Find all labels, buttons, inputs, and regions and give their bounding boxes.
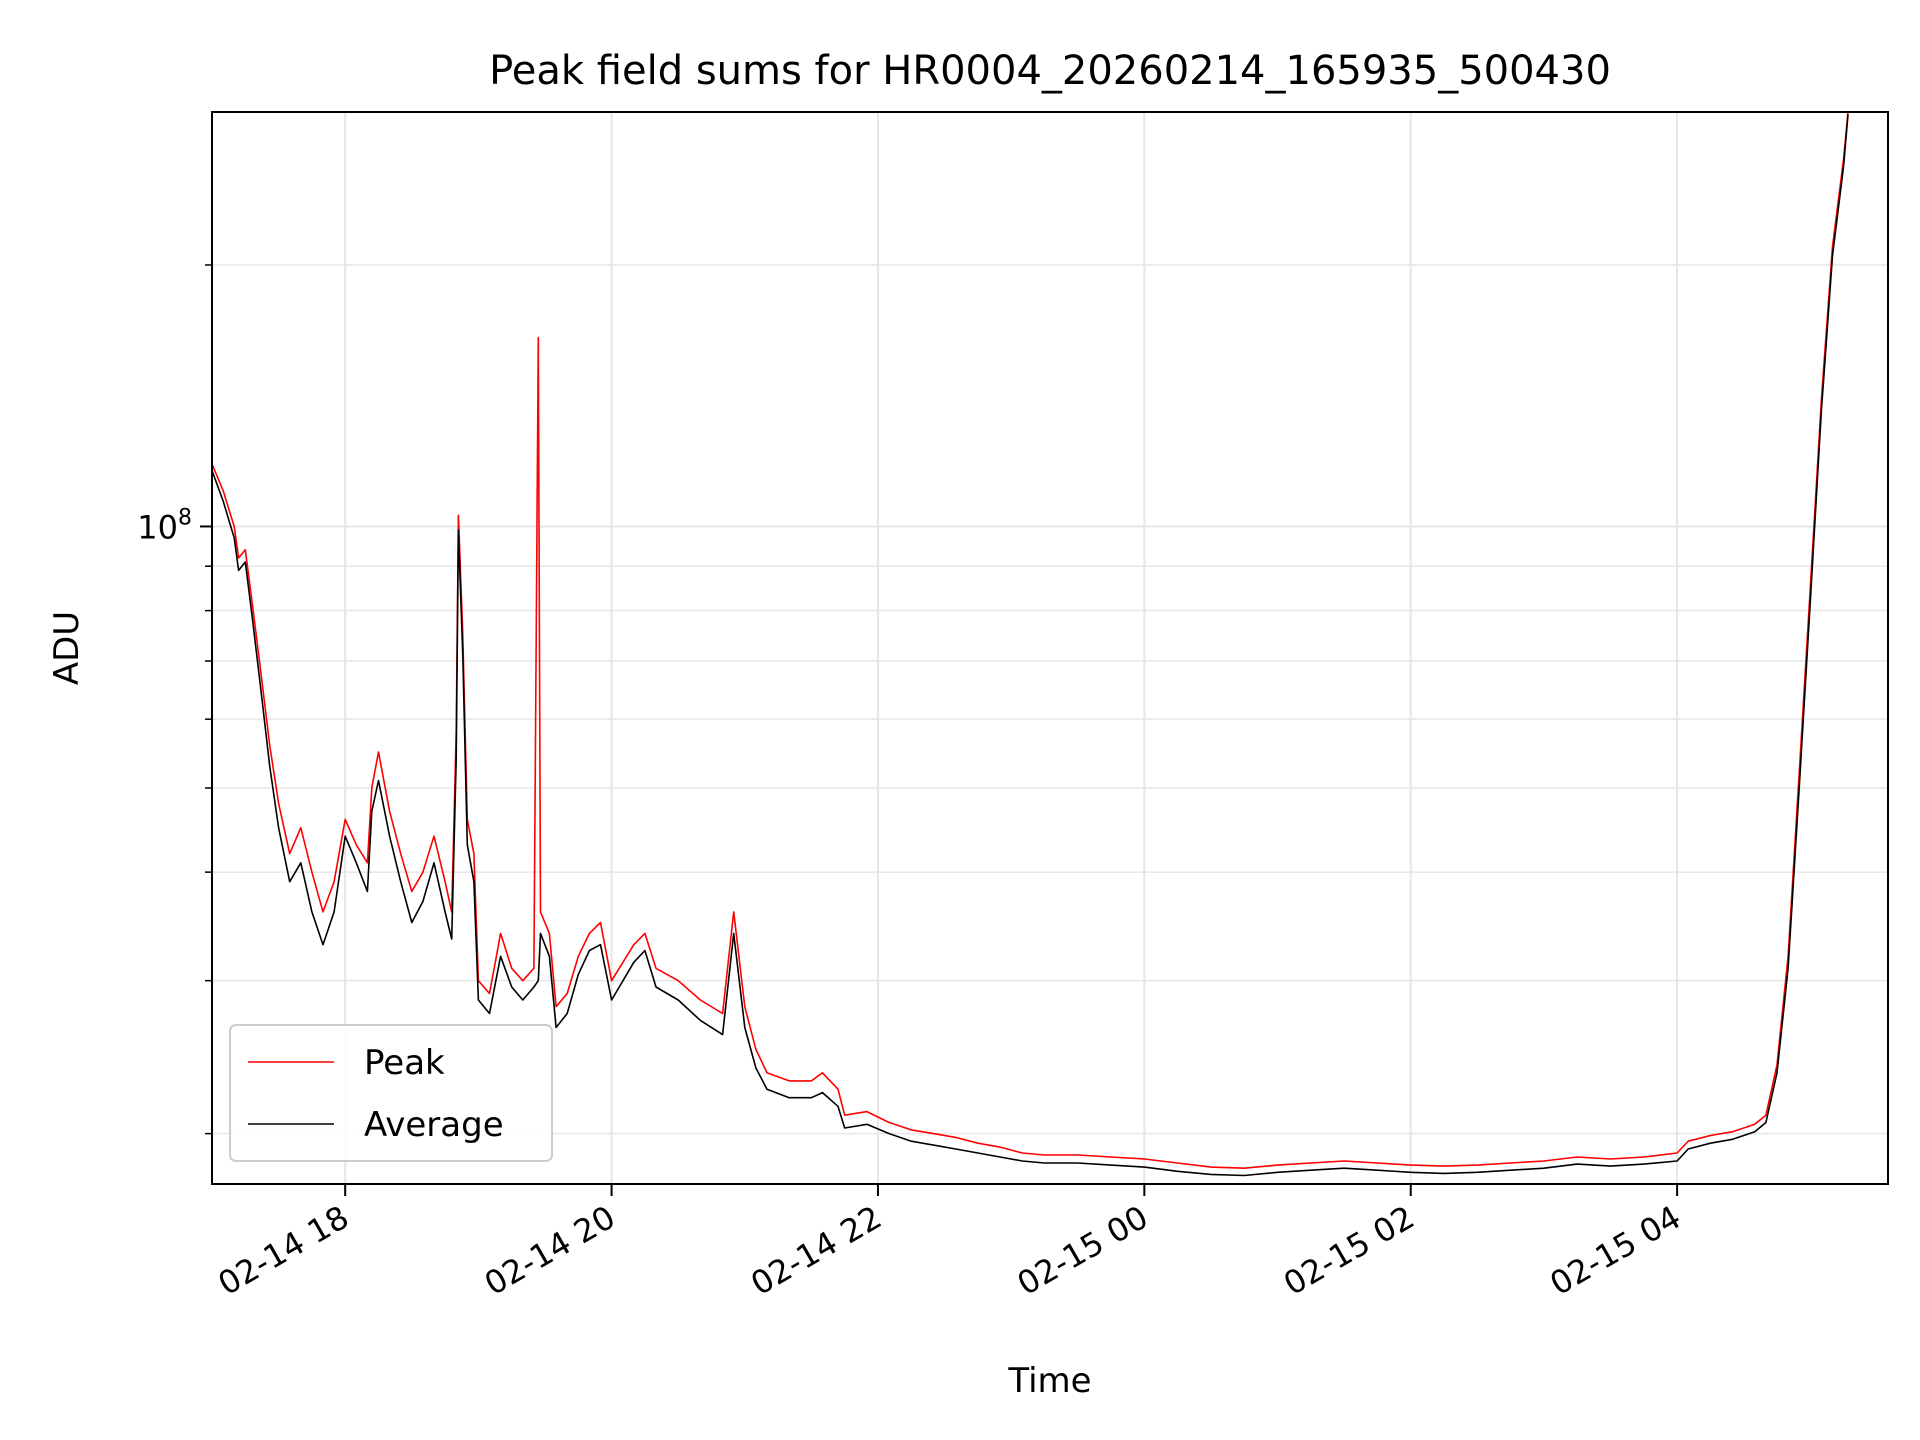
chart-title: Peak field sums for HR0004_20260214_1659… xyxy=(489,48,1611,94)
x-axis-label: Time xyxy=(1007,1361,1091,1401)
legend-label-peak: Peak xyxy=(364,1043,445,1083)
series-line-average xyxy=(212,114,1849,1177)
legend-box xyxy=(229,1024,553,1162)
axes-frame xyxy=(211,111,1889,1185)
legend: Peak Average xyxy=(229,1024,553,1162)
y-axis-label: ADU xyxy=(47,611,87,685)
series-layer xyxy=(212,112,1849,1177)
legend-label-average: Average xyxy=(364,1105,504,1145)
series-line-peak xyxy=(212,112,1849,1169)
y-tick-label: 108 xyxy=(137,505,192,546)
